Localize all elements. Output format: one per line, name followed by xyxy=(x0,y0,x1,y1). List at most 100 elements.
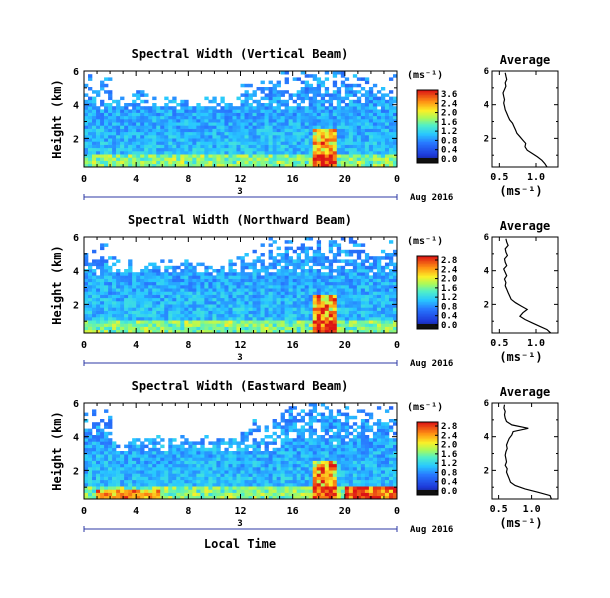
heatmap-cell xyxy=(352,281,358,286)
heatmap-cell xyxy=(308,269,314,273)
heatmap-cell xyxy=(216,486,221,490)
heatmap-cell xyxy=(100,495,105,500)
heatmap-cell xyxy=(384,138,390,142)
heatmap-cell xyxy=(212,138,217,142)
heatmap-cell xyxy=(144,463,149,468)
heatmap-cell xyxy=(100,246,105,251)
heatmap-cell xyxy=(148,441,153,445)
heatmap-cell xyxy=(344,77,350,81)
heatmap-cell xyxy=(160,460,165,465)
heatmap-cell xyxy=(192,444,197,449)
heatmap-cell xyxy=(84,256,89,260)
heatmap-cell xyxy=(308,326,314,331)
colorbar-swatch xyxy=(417,152,438,155)
heatmap-cell xyxy=(276,451,281,455)
heatmap-cell xyxy=(272,278,277,283)
heatmap-cell xyxy=(276,467,281,471)
heatmap-cell xyxy=(316,80,322,85)
heatmap-cell xyxy=(148,272,153,276)
heatmap-cell xyxy=(180,441,185,445)
heatmap-cell xyxy=(160,301,165,305)
heatmap-cell xyxy=(212,278,217,283)
heatmap-cell xyxy=(268,492,273,497)
heatmap-cell xyxy=(300,463,305,468)
heatmap-cell xyxy=(236,451,241,455)
heatmap-cell xyxy=(368,119,374,123)
heatmap-cell xyxy=(380,106,386,110)
colorbar-swatch xyxy=(417,134,438,137)
heatmap-cell xyxy=(236,144,241,149)
heatmap-cell xyxy=(240,285,245,289)
heatmap-cell xyxy=(172,115,177,120)
heatmap-cell xyxy=(192,310,197,315)
heatmap-cell xyxy=(392,115,398,120)
heatmap-cell xyxy=(364,278,370,283)
heatmap-cell xyxy=(260,307,265,311)
heatmap-cell xyxy=(344,115,350,120)
heatmap-cell xyxy=(240,307,245,311)
heatmap-cell xyxy=(248,288,253,292)
heatmap-cell xyxy=(140,467,145,471)
heatmap-cell xyxy=(84,278,89,283)
heatmap-cell xyxy=(84,457,89,461)
heatmap-cell xyxy=(88,454,93,458)
heatmap-cell xyxy=(348,262,354,267)
heatmap-cell xyxy=(364,80,370,85)
heatmap-cell xyxy=(360,320,366,324)
heatmap-cell xyxy=(208,467,213,471)
heatmap-cell xyxy=(384,154,390,158)
heatmap-cell xyxy=(292,160,297,165)
heatmap-cell xyxy=(196,489,201,493)
heatmap-cell xyxy=(148,147,153,152)
heatmap-cell xyxy=(232,451,237,455)
heatmap-cell xyxy=(316,243,322,247)
heatmap-cell xyxy=(104,467,109,471)
heatmap-cell xyxy=(348,278,354,283)
heatmap-cell xyxy=(276,128,281,133)
heatmap-cell xyxy=(264,131,269,136)
heatmap-cell xyxy=(224,473,229,477)
heatmap-cell xyxy=(240,109,245,113)
heatmap-cell xyxy=(248,304,253,308)
heatmap-cell xyxy=(336,135,342,139)
heatmap-cell xyxy=(228,320,233,324)
heatmap-cell xyxy=(88,294,93,299)
heatmap-cell xyxy=(248,119,253,123)
heatmap-cell xyxy=(152,96,157,101)
heatmap-cell xyxy=(232,486,237,490)
heatmap-cell xyxy=(300,112,305,117)
heatmap-cell xyxy=(288,240,293,244)
heatmap-cell xyxy=(284,275,289,279)
heatmap-cell xyxy=(148,463,153,468)
heatmap-cell xyxy=(320,103,326,107)
heatmap-cell xyxy=(152,463,157,468)
heatmap-cell xyxy=(264,135,269,139)
heatmap-cell xyxy=(260,90,265,94)
heatmap-cell xyxy=(140,297,145,302)
heatmap-cell xyxy=(196,317,201,321)
heatmap-cell xyxy=(304,288,310,292)
heatmap-cell xyxy=(252,486,257,490)
colorbar-swatch xyxy=(417,297,438,299)
heatmap-cell xyxy=(204,291,209,295)
heatmap-cell xyxy=(164,154,169,158)
heatmap-cell xyxy=(208,147,213,152)
heatmap-cell xyxy=(340,281,346,286)
heatmap-cell xyxy=(144,157,149,161)
heatmap-cell xyxy=(296,486,301,490)
heatmap-cell xyxy=(84,489,89,493)
heatmap-cell xyxy=(292,109,297,113)
heatmap-cell xyxy=(224,470,229,474)
heatmap-cell xyxy=(200,454,205,458)
heatmap-cell xyxy=(320,106,326,110)
heatmap-cell xyxy=(132,297,137,302)
heatmap-cell xyxy=(264,454,269,458)
heatmap-cell xyxy=(152,278,157,283)
heatmap-cell xyxy=(188,492,193,497)
heatmap-cell xyxy=(296,96,301,101)
heatmap-cell xyxy=(244,492,249,497)
heatmap-cell xyxy=(288,275,293,279)
colorbar-swatch xyxy=(417,103,438,106)
heatmap-cell xyxy=(376,96,382,101)
heatmap-cell xyxy=(272,476,277,481)
